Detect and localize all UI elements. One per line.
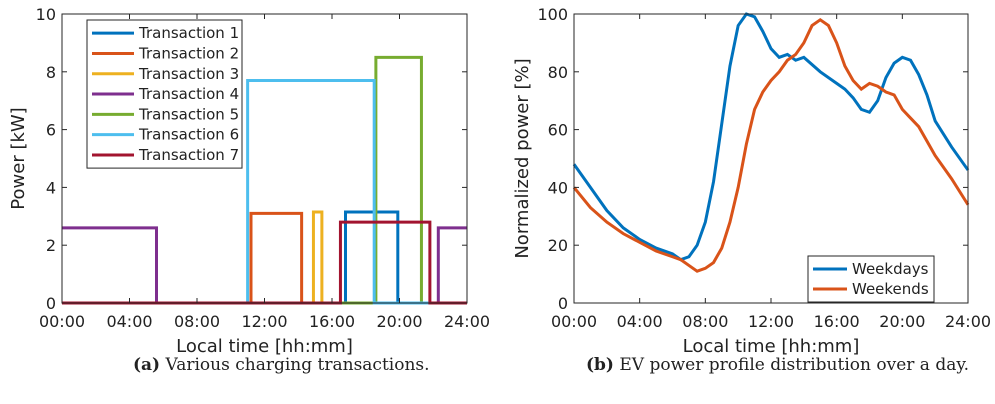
y-tick-label: 0: [46, 294, 56, 313]
y-tick-label: 40: [548, 178, 568, 197]
series-line-weekdays: [572, 12, 970, 262]
y-tick-label: 100: [537, 5, 568, 24]
caption-b: (b) EV power profile distribution over a…: [586, 355, 969, 375]
x-tick-label: 12:00: [748, 312, 794, 331]
legend-label: Transaction 1: [138, 24, 239, 42]
x-tick-label: 12:00: [241, 312, 287, 331]
y-tick-label: 60: [548, 121, 568, 140]
y-tick-label: 20: [548, 236, 568, 255]
x-axis-label: Local time [hh:mm]: [176, 336, 353, 357]
y-tick-label: 80: [548, 63, 568, 82]
x-tick-label: 24:00: [945, 312, 991, 331]
caption-b-text: EV power profile distribution over a day…: [619, 355, 970, 375]
x-tick-label: 24:00: [444, 312, 490, 331]
y-tick-label: 8: [46, 63, 56, 82]
y-tick-label: 2: [46, 236, 56, 255]
x-tick-label: 00:00: [39, 312, 85, 331]
caption-a-tag: (a): [133, 355, 161, 375]
y-axis-label: Power [kW]: [8, 107, 29, 209]
legend-label: Transaction 3: [138, 65, 239, 83]
caption-a-text: Various charging transactions.: [165, 355, 430, 375]
plot-area: [574, 14, 968, 303]
chart-a: 00:00 04:00 08:00 12:00 16:00 20:00 24:00 0 2 4 6 8…: [8, 5, 490, 357]
x-tick-label: 16:00: [309, 312, 355, 331]
legend-label: Transaction 6: [138, 126, 239, 144]
y-tick-label: 4: [46, 178, 56, 197]
caption-b-tag: (b): [586, 355, 614, 375]
legend-box: [807, 255, 935, 303]
legend-label: Transaction 4: [138, 85, 239, 103]
x-tick-label: 08:00: [682, 312, 728, 331]
legend-label: Weekdays: [852, 260, 929, 278]
y-axis-label: Normalized power [%]: [512, 58, 533, 258]
y-tick-label: 0: [558, 294, 568, 313]
y-tick-label: 10: [36, 5, 56, 24]
legend-label: Weekends: [852, 280, 929, 298]
legend-label: Transaction 7: [138, 146, 239, 164]
x-tick-label: 20:00: [376, 312, 422, 331]
x-tick-label: 04:00: [106, 312, 152, 331]
x-axis-label: Local time [hh:mm]: [683, 336, 860, 357]
x-tick-label: 04:00: [617, 312, 663, 331]
x-tick-label: 16:00: [814, 312, 860, 331]
legend-label: Transaction 2: [138, 44, 239, 62]
legend-label: Transaction 5: [138, 105, 239, 123]
x-tick-label: 20:00: [879, 312, 925, 331]
caption-a: (a) Various charging transactions.: [133, 355, 430, 375]
y-tick-label: 6: [46, 121, 56, 140]
series-line-weekends: [572, 17, 970, 273]
x-tick-label: 00:00: [551, 312, 597, 331]
chart-b: 00:00 04:00 08:00 12:00 16:00 20:00 24:00 0 20 40…: [512, 5, 991, 357]
x-tick-label: 08:00: [174, 312, 220, 331]
